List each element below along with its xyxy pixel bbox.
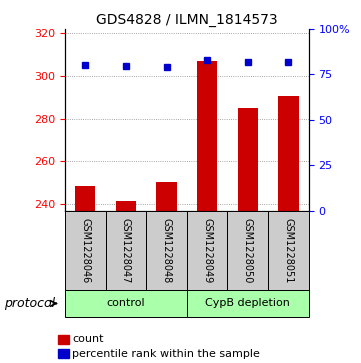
Bar [197, 61, 217, 211]
Text: percentile rank within the sample: percentile rank within the sample [72, 349, 260, 359]
Title: GDS4828 / ILMN_1814573: GDS4828 / ILMN_1814573 [96, 13, 278, 26]
Bar [187, 211, 227, 290]
Text: GSM1228051: GSM1228051 [283, 218, 293, 283]
Bar [75, 186, 95, 211]
Bar [187, 290, 309, 317]
Text: GSM1228049: GSM1228049 [202, 218, 212, 283]
Bar [116, 201, 136, 211]
Bar [58, 349, 69, 358]
Bar [65, 211, 105, 290]
Text: count: count [72, 334, 104, 344]
Bar [156, 182, 177, 211]
Text: CypB depletion: CypB depletion [205, 298, 290, 309]
Bar [58, 335, 69, 344]
Bar [105, 211, 146, 290]
Bar [146, 211, 187, 290]
Text: GSM1228046: GSM1228046 [80, 218, 90, 283]
Text: protocol: protocol [4, 297, 55, 310]
Bar [227, 211, 268, 290]
Text: control: control [106, 298, 145, 309]
Bar [65, 290, 187, 317]
Bar [238, 108, 258, 211]
Bar [268, 211, 309, 290]
Text: GSM1228048: GSM1228048 [161, 218, 171, 283]
Text: GSM1228050: GSM1228050 [243, 218, 253, 283]
Bar [278, 96, 299, 211]
Text: GSM1228047: GSM1228047 [121, 218, 131, 283]
